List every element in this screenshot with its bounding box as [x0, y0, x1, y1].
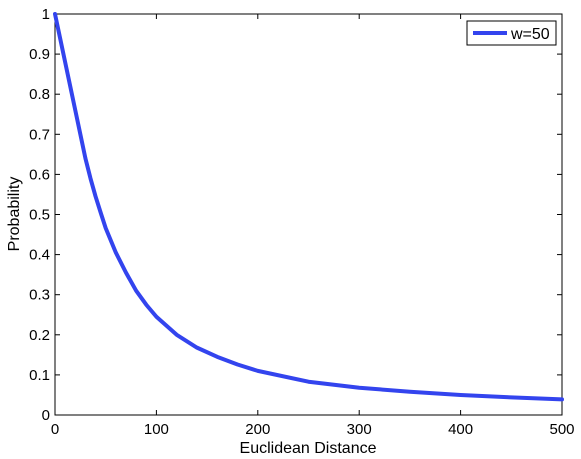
- y-tick-labels: 0 0.1 0.2 0.3 0.4 0.5 0.6 0.7 0.8 0.9 1: [29, 6, 50, 424]
- y-tick-label: 0.8: [29, 86, 50, 103]
- x-tick-label: 500: [549, 421, 574, 438]
- y-tick-label: 1: [42, 6, 50, 23]
- y-axis-label: Probability: [6, 177, 23, 252]
- legend: w=50: [466, 20, 557, 46]
- y-tick-label: 0.6: [29, 166, 50, 183]
- x-tick-label: 100: [144, 421, 169, 438]
- y-tick-label: 0.7: [29, 126, 50, 143]
- x-tick-label: 300: [347, 421, 372, 438]
- y-tick-label: 0.4: [29, 247, 50, 264]
- y-tick-label: 0.1: [29, 367, 50, 384]
- plot-area: [54, 13, 563, 416]
- x-tick-label: 200: [245, 421, 270, 438]
- y-tick-label: 0.5: [29, 207, 50, 224]
- x-tick-labels: 0 100 200 300 400 500: [51, 421, 575, 438]
- series-layer: [53, 12, 564, 402]
- x-tick-label: 0: [51, 421, 59, 438]
- y-tick-label: 0.3: [29, 287, 50, 304]
- legend-label-w50: w=50: [510, 26, 550, 43]
- y-tick-label: 0.9: [29, 46, 50, 63]
- x-axis-label: Euclidean Distance: [240, 440, 377, 457]
- x-tick-label: 400: [448, 421, 473, 438]
- series-line-0: [53, 12, 564, 402]
- y-tick-label: 0: [42, 407, 50, 424]
- y-tick-label: 0.2: [29, 327, 50, 344]
- axis-ticks: [54, 13, 563, 416]
